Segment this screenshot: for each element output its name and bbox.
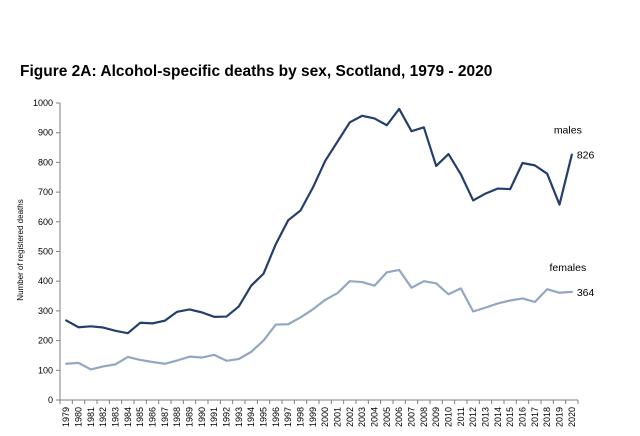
y-tick-label: 600 [38, 217, 53, 227]
x-tick-label: 1994 [246, 407, 256, 427]
series-labels: 826 males 364 females [549, 125, 594, 299]
x-tick-label: 2004 [370, 407, 380, 427]
series-name-label-males: males [554, 125, 582, 137]
y-tick-label: 500 [38, 247, 53, 257]
axes: 0 100 200 300 400 500 600 700 800 900 1000 1979 1980… [33, 98, 579, 427]
y-tick-label: 700 [38, 187, 53, 197]
y-tick-label: 300 [38, 306, 53, 316]
x-tick-label: 1996 [271, 407, 281, 427]
x-tick-label: 2000 [320, 407, 330, 427]
x-tick-label: 2017 [530, 407, 540, 427]
y-tick-label: 900 [38, 128, 53, 138]
x-tick-label: 1981 [86, 407, 96, 427]
y-tick-label: 1000 [33, 98, 53, 108]
x-tick-label: 1991 [209, 407, 219, 427]
x-tick-label: 2011 [456, 407, 466, 426]
end-value-label-females: 364 [577, 287, 595, 299]
x-tick-label: 2012 [468, 407, 478, 427]
x-tick-label: 1982 [98, 407, 108, 427]
x-tick-label: 1988 [172, 407, 182, 427]
x-tick-label: 2019 [555, 407, 565, 427]
x-tick-label: 2009 [431, 407, 441, 427]
chart-title: Figure 2A: Alcohol-specific deaths by se… [20, 63, 493, 80]
end-value-label-males: 826 [577, 150, 595, 162]
series-line-males [65, 107, 573, 335]
x-tick-label: 1984 [123, 407, 133, 427]
x-tick-label: 1993 [234, 407, 244, 427]
x-tick-label: 2016 [518, 407, 528, 427]
series-lines [65, 107, 573, 371]
x-tick-label: 2020 [567, 407, 577, 427]
x-tick-label: 2001 [333, 407, 343, 427]
x-tick-label: 1997 [283, 407, 293, 427]
x-tick-label: 2008 [419, 407, 429, 427]
x-tick-label: 2007 [407, 407, 417, 427]
series-name-label-females: females [549, 262, 586, 274]
x-tick-label: 2005 [382, 407, 392, 427]
x-tick-label: 1979 [61, 407, 71, 427]
x-tick-label: 2014 [493, 407, 503, 427]
x-tick-label: 2003 [357, 407, 367, 427]
x-tick-label: 1998 [296, 407, 306, 427]
y-tick-label: 0 [48, 395, 53, 405]
y-axis-title: Number of registered deaths [16, 199, 25, 300]
x-tick-label: 2018 [542, 407, 552, 427]
x-tick-label: 1983 [111, 407, 121, 427]
series-line-females [65, 268, 573, 371]
x-tick-label: 1987 [160, 407, 170, 427]
x-tick-label: 1980 [74, 407, 84, 427]
x-tick-label: 1999 [308, 407, 318, 427]
x-tick-label: 2010 [444, 407, 454, 427]
x-tick-label: 2002 [345, 407, 355, 427]
x-tick-label: 2006 [394, 407, 404, 427]
x-tick-label: 2013 [481, 407, 491, 427]
y-tick-label: 200 [38, 336, 53, 346]
y-tick-label: 400 [38, 276, 53, 286]
x-tick-label: 1990 [197, 407, 207, 427]
x-tick-label: 1986 [148, 407, 158, 427]
x-tick-label: 1995 [259, 407, 269, 427]
x-tick-label: 1992 [222, 407, 232, 427]
y-tick-label: 800 [38, 157, 53, 167]
x-tick-label: 1989 [185, 407, 195, 427]
x-tick-label: 2015 [505, 407, 515, 427]
x-tick-label: 1985 [135, 407, 145, 427]
y-tick-label: 100 [38, 365, 53, 375]
